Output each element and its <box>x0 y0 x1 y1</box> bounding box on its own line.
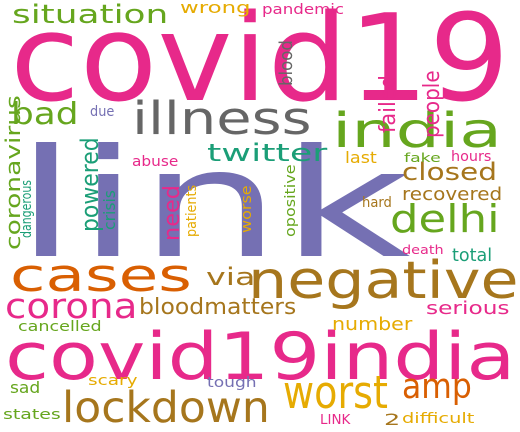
word-crisis: crisis <box>100 190 119 230</box>
word-negative: negative <box>248 251 519 311</box>
word-patients: patients <box>184 184 200 237</box>
word-link: link <box>15 118 411 292</box>
word-sad: sad <box>10 378 41 397</box>
word-failed: failed <box>376 75 401 133</box>
word-opositive: opositive <box>283 164 299 237</box>
word-covid19india: covid19india <box>5 320 516 395</box>
word-difficult: difficult <box>402 411 475 427</box>
word-wrong: wrong <box>180 0 251 17</box>
word-hard: hard <box>362 195 392 211</box>
word-situation: situation <box>12 0 169 30</box>
word-corona: corona <box>5 287 138 327</box>
word-fake: fake <box>404 151 441 165</box>
word-number: number <box>332 314 413 335</box>
word-bad: bad <box>11 97 79 132</box>
word-bloodmatters: bloodmatters <box>139 295 297 320</box>
word-amp: amp <box>402 367 472 407</box>
word-scary: scary <box>88 373 138 389</box>
word-states: states <box>3 407 61 423</box>
word-lockdown: lockdown <box>62 383 270 432</box>
word-via: via <box>206 263 256 291</box>
word-cases: cases <box>10 249 192 302</box>
word-people: people <box>420 70 445 138</box>
word-closed: closed <box>402 158 498 186</box>
word-last: last <box>345 148 377 167</box>
word-pandemic: pandemic <box>262 2 345 18</box>
word-abuse: abuse <box>132 154 179 170</box>
word-covid19: covid19 <box>10 0 510 129</box>
word-tough: tough <box>207 375 257 391</box>
word-blood: blood <box>276 40 297 86</box>
word-LINK: LINK <box>320 413 351 428</box>
word-cancelled: cancelled <box>18 319 102 335</box>
word-hours: hours <box>451 149 492 165</box>
word-illness: illness <box>132 92 312 145</box>
word-death: death <box>402 243 444 257</box>
word-delhi: delhi <box>390 197 500 241</box>
word-2: 2 <box>384 410 401 429</box>
word-powered: powered <box>76 137 104 232</box>
word-due: due <box>90 104 115 120</box>
word-dangerous: dangerous <box>19 179 35 238</box>
word-serious: serious <box>426 298 510 319</box>
word-india: india <box>332 103 502 159</box>
word-twitter: twitter <box>207 139 328 167</box>
word-worst: worst <box>283 366 388 419</box>
word-recovered: recovered <box>402 184 503 205</box>
word-need: need <box>160 185 185 241</box>
word-total: total <box>452 245 493 266</box>
word-worse: worse <box>239 185 255 233</box>
